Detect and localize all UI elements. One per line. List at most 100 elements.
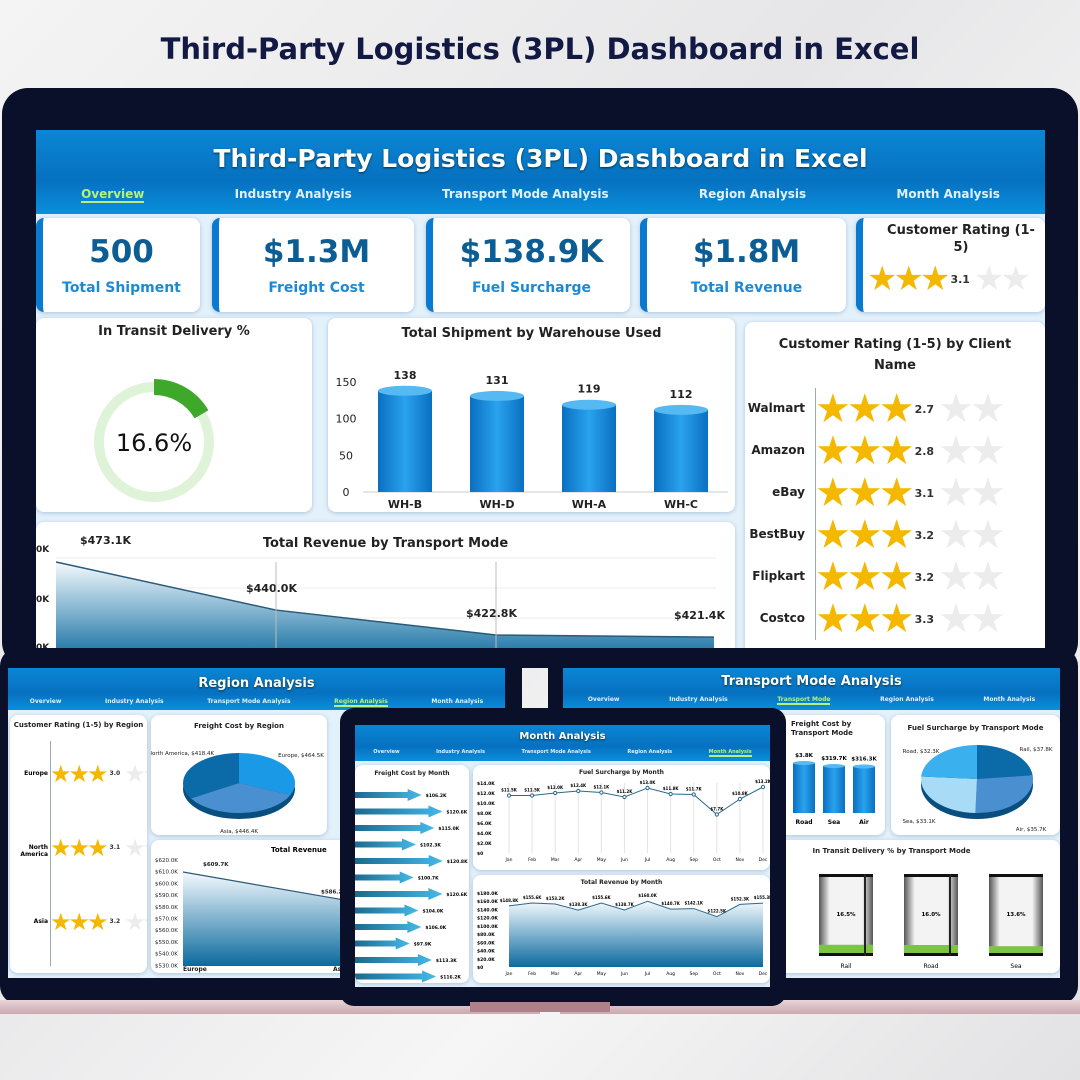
data-label: 112 — [670, 388, 693, 401]
client-name: Amazon — [751, 443, 805, 457]
rating-value: 3.0 — [109, 770, 121, 777]
tab-transport-mode-analysis[interactable]: Transport Mode Analysis — [207, 698, 291, 705]
tab-region-analysis[interactable]: Region Analysis — [334, 698, 388, 707]
star-filled-icon: ★ — [878, 386, 915, 432]
arrow-bar — [355, 921, 422, 933]
star-filled-icon: ★ — [919, 259, 951, 299]
tab-industry-analysis[interactable]: Industry Analysis — [436, 749, 485, 755]
axis-line — [815, 388, 816, 430]
data-label: $116.2K — [440, 975, 461, 981]
area-fill — [56, 562, 714, 648]
data-label: $609.7K — [203, 862, 229, 868]
tab-region-analysis[interactable]: Region Analysis — [698, 187, 807, 201]
tab-month-analysis[interactable]: Month Analysis — [983, 696, 1036, 703]
tablet-base — [470, 1002, 610, 1012]
tab-transport-mode-analysis[interactable]: Transport Mode Analysis — [442, 187, 609, 201]
star-filled-icon: ★ — [68, 908, 90, 936]
axis-line — [815, 556, 816, 598]
kpi-value: $1.8M — [692, 234, 801, 270]
chart-title: Total Revenue by Transport Mode — [262, 536, 509, 551]
data-label: $148.8K — [500, 898, 519, 903]
x-tick: Feb — [528, 971, 536, 977]
tab-transport-mode-analysis[interactable]: Transport Mode Analysis — [521, 749, 591, 755]
x-tick: Jun — [620, 857, 628, 863]
x-tick: Jan — [505, 857, 513, 863]
bar — [654, 409, 708, 492]
tab-region-analysis[interactable]: Region Analysis — [627, 749, 673, 755]
dashboard-header: Month Analysis Overview Industry Analysis… — [355, 725, 770, 761]
data-label: $11.5K — [501, 788, 518, 793]
star-filled-icon: ★ — [846, 386, 883, 432]
tab-transport-mode[interactable]: Transport Mode — [777, 696, 831, 705]
pie-slice — [921, 745, 977, 779]
tab-industry-analysis[interactable]: Industry Analysis — [669, 696, 728, 703]
cylinder-top — [819, 874, 873, 877]
chart-title: Fuel Surcharge by Month — [579, 769, 664, 776]
tab-region-analysis[interactable]: Region Analysis — [880, 696, 934, 703]
data-label: $11.8K — [663, 786, 680, 791]
cylinder-edge — [864, 874, 866, 956]
customer-rating-card: Customer Rating (1-5) ★ ★ ★ 3.1 ★ ★ — [856, 218, 1045, 312]
tab-bar: Overview Industry Analysis Transport Mode … — [36, 187, 1045, 203]
rating-stars: ★★★3.2★★ — [815, 556, 1006, 598]
x-tick: May — [597, 857, 607, 863]
series-line — [55, 561, 715, 638]
tab-bar: Overview Industry Analysis Transport Mode R… — [563, 696, 1060, 705]
tab-bar: Overview Industry Analysis Transport Mode … — [8, 698, 505, 707]
tab-industry-analysis[interactable]: Industry Analysis — [234, 187, 352, 201]
data-label: $160.0K — [638, 893, 657, 898]
rating-stars: ★ ★ ★ 3.3 ★ ★ — [815, 598, 1006, 640]
star-filled-icon: ★ — [815, 428, 851, 474]
y-tick: $20.0K — [477, 957, 495, 963]
data-label: 13.6% — [1006, 912, 1026, 918]
star-filled-icon: ★ — [87, 908, 108, 936]
slice-label: North America, $418.4K — [151, 751, 214, 757]
y-tick: 50 — [339, 449, 353, 462]
client-rating-card: Customer Rating (1-5) by Client Name Wal… — [745, 322, 1045, 648]
dashboard-header: Third-Party Logistics (3PL) Dashboard in… — [36, 130, 1045, 214]
tab-month-analysis[interactable]: Month Analysis — [896, 187, 1000, 201]
star-empty-icon: ★ — [124, 908, 145, 936]
data-label: 138 — [394, 369, 417, 382]
tab-overview[interactable]: Overview — [373, 749, 400, 755]
x-tick: WH-A — [572, 498, 607, 511]
tab-bar: Overview Industry Analysis Transport Mode … — [355, 749, 770, 757]
star-empty-icon: ★ — [969, 386, 1006, 432]
tab-overview[interactable]: Overview — [29, 698, 62, 705]
data-label: $153.2K — [546, 896, 565, 901]
star-filled-icon: ★ — [50, 834, 71, 862]
tab-overview[interactable]: Overview — [81, 187, 145, 203]
bar-top — [654, 404, 708, 415]
x-tick: Dec — [759, 971, 768, 977]
revenue-transport-card: Total Revenue by Transport Mode $473.1K $… — [36, 522, 735, 648]
series-line — [509, 786, 764, 816]
pie-slice — [183, 753, 239, 799]
client-rating-row: Walmart ★ ★ ★ 2.7 ★ ★ — [745, 388, 1045, 430]
star-empty-icon: ★ — [124, 834, 145, 862]
overview-dashboard: Third-Party Logistics (3PL) Dashboard in… — [36, 130, 1045, 648]
region-name: North America — [20, 844, 48, 858]
chart-title: Freight Cost by Transport Mode — [791, 720, 853, 737]
kpi-card: 500 Total Shipment — [36, 218, 200, 312]
x-tick: Sea — [828, 819, 840, 826]
client-rating-row: Flipkart ★ ★ ★ 3.2 ★ ★ — [745, 556, 1045, 598]
tab-industry-analysis[interactable]: Industry Analysis — [105, 698, 164, 705]
bar-top — [378, 385, 432, 396]
star-filled-icon: ★ — [87, 760, 108, 788]
data-label: $422.8K — [466, 607, 517, 620]
tab-month-analysis[interactable]: Month Analysis — [708, 749, 752, 757]
bar — [378, 390, 432, 492]
pie-slice — [190, 783, 291, 813]
bar-top — [470, 390, 524, 401]
data-label: $140.7K — [661, 901, 680, 906]
donut-value: 16.6% — [116, 429, 192, 457]
tab-month-analysis[interactable]: Month Analysis — [431, 698, 484, 705]
cylinder-fill — [904, 945, 958, 953]
data-point — [668, 791, 673, 797]
data-point — [576, 788, 581, 794]
tab-overview[interactable]: Overview — [587, 696, 620, 703]
star-empty-icon: ★ — [938, 470, 974, 516]
chart-title: Fuel Surcharge by Transport Mode — [907, 724, 1044, 732]
star-filled-icon: ★ — [815, 386, 851, 432]
warehouse-chart-card: Total Shipment by Warehouse Used 150 100 5… — [328, 318, 735, 512]
